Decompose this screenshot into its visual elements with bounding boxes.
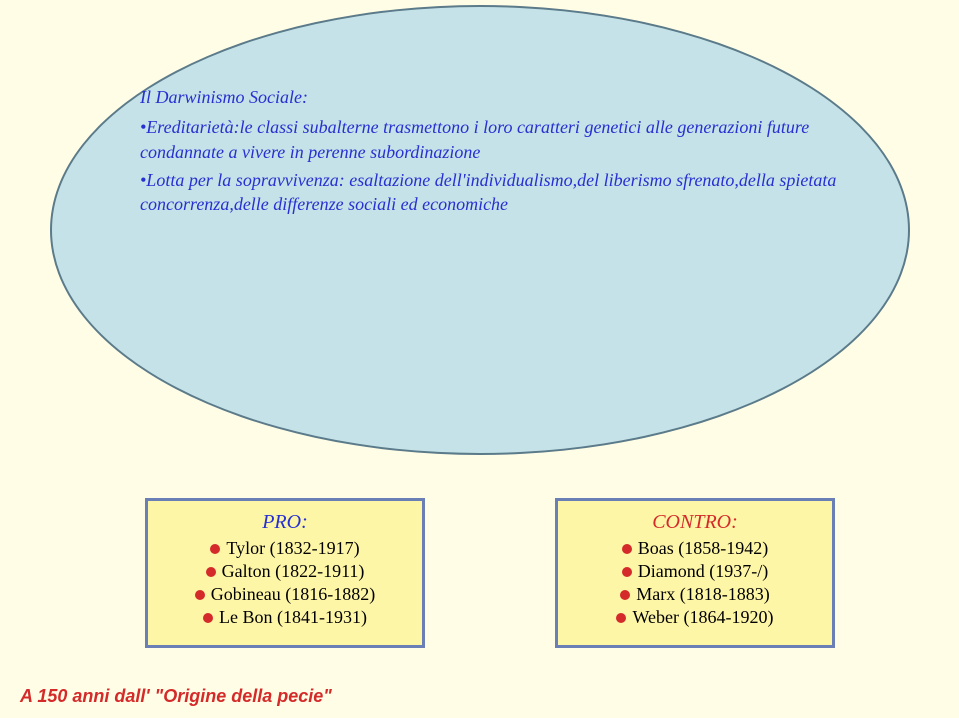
bullet-dot-icon	[206, 567, 216, 577]
pro-item-label: Tylor (1832-1917)	[226, 538, 359, 558]
contro-item-label: Weber (1864-1920)	[632, 607, 773, 627]
ellipse-title: Il Darwinismo Sociale:	[140, 85, 840, 109]
list-item: Boas (1858-1942)	[576, 538, 814, 559]
ellipse-bullet: •Lotta per la sopravvivenza: esaltazione…	[140, 168, 840, 217]
bullet-text: le classi subalterne trasmettono i loro …	[140, 117, 809, 161]
list-item: Gobineau (1816-1882)	[166, 584, 404, 605]
contro-item-label: Boas (1858-1942)	[638, 538, 768, 558]
bullet-dot-icon	[616, 613, 626, 623]
pro-item-label: Le Bon (1841-1931)	[219, 607, 367, 627]
pro-item-label: Galton (1822-1911)	[222, 561, 365, 581]
list-item: Diamond (1937-/)	[576, 561, 814, 582]
bullet-dot-icon	[195, 590, 205, 600]
contro-box: CONTRO: Boas (1858-1942) Diamond (1937-/…	[555, 498, 835, 648]
ellipse-bullet: •Ereditarietà:le classi subalterne trasm…	[140, 115, 840, 164]
contro-box-inner: CONTRO: Boas (1858-1942) Diamond (1937-/…	[558, 501, 832, 642]
contro-item-label: Diamond (1937-/)	[638, 561, 768, 581]
pro-box-inner: PRO: Tylor (1832-1917) Galton (1822-1911…	[148, 501, 422, 642]
bullet-label: •Ereditarietà:	[140, 117, 240, 137]
pro-title: PRO:	[166, 511, 404, 534]
list-item: Le Bon (1841-1931)	[166, 607, 404, 628]
list-item: Weber (1864-1920)	[576, 607, 814, 628]
list-item: Tylor (1832-1917)	[166, 538, 404, 559]
ellipse-text-block: Il Darwinismo Sociale: •Ereditarietà:le …	[140, 85, 840, 220]
concept-ellipse	[50, 5, 910, 455]
footer-caption: A 150 anni dall' "Origine della pecie"	[20, 686, 332, 707]
bullet-dot-icon	[622, 567, 632, 577]
bullet-dot-icon	[203, 613, 213, 623]
bullet-label: •Lotta per la sopravvivenza:	[140, 170, 349, 190]
list-item: Marx (1818-1883)	[576, 584, 814, 605]
list-item: Galton (1822-1911)	[166, 561, 404, 582]
bullet-dot-icon	[622, 544, 632, 554]
contro-title: CONTRO:	[576, 511, 814, 534]
pro-item-label: Gobineau (1816-1882)	[211, 584, 375, 604]
pro-box: PRO: Tylor (1832-1917) Galton (1822-1911…	[145, 498, 425, 648]
contro-item-label: Marx (1818-1883)	[636, 584, 769, 604]
bullet-dot-icon	[210, 544, 220, 554]
bullet-dot-icon	[620, 590, 630, 600]
